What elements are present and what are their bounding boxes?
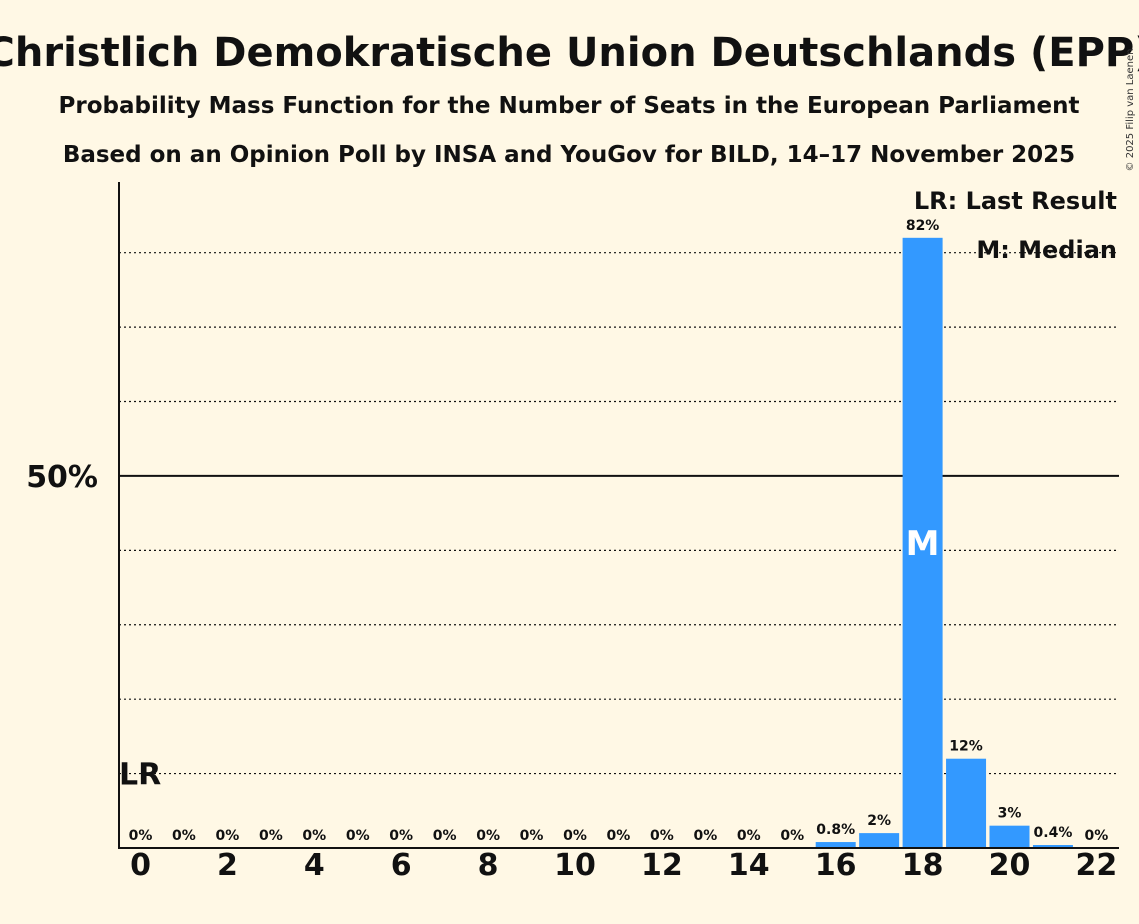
copyright-note: © 2025 Filip van Laenen xyxy=(1125,49,1136,172)
bar-seat-18 xyxy=(902,237,943,848)
bar-label-seat-0: 0% xyxy=(129,828,153,844)
bar-label-seat-11: 0% xyxy=(607,828,631,844)
y-tick-50: 50% xyxy=(26,460,98,495)
bar-label-seat-12: 0% xyxy=(650,828,674,844)
x-tick-22: 22 xyxy=(1076,848,1118,883)
bar-label-seat-1: 0% xyxy=(172,828,196,844)
bar-label-seat-6: 0% xyxy=(389,828,413,844)
bar-label-seat-2: 0% xyxy=(216,828,240,844)
x-tick-2: 2 xyxy=(217,848,238,883)
gridlines xyxy=(119,252,1119,775)
x-tick-20: 20 xyxy=(989,848,1031,883)
x-tick-18: 18 xyxy=(902,848,944,883)
bar-seat-17 xyxy=(859,833,900,848)
bars xyxy=(815,237,1073,848)
x-tick-12: 12 xyxy=(641,848,683,883)
bar-label-seat-16: 0.8% xyxy=(816,822,855,838)
bar-label-seat-13: 0% xyxy=(693,828,717,844)
bar-seat-16 xyxy=(815,842,856,848)
chart-subtitle: Probability Mass Function for the Number… xyxy=(59,93,1080,119)
x-tick-14: 14 xyxy=(728,848,770,883)
bar-label-seat-19: 12% xyxy=(949,739,983,755)
bar-label-seat-10: 0% xyxy=(563,828,587,844)
bar-label-seat-8: 0% xyxy=(476,828,500,844)
bar-label-seat-4: 0% xyxy=(302,828,326,844)
bar-label-seat-22: 0% xyxy=(1085,828,1109,844)
tick-labels: 0 2 4 6 8 10 12 14 16 18 20 22 50% xyxy=(26,460,1117,883)
x-tick-8: 8 xyxy=(478,848,499,883)
bar-label-seat-21: 0.4% xyxy=(1034,825,1073,841)
bar-label-seat-15: 0% xyxy=(780,828,804,844)
bar-seat-21 xyxy=(1032,845,1073,848)
chart-title: Christlich Demokratische Union Deutschla… xyxy=(0,30,1139,76)
bar-label-seat-7: 0% xyxy=(433,828,457,844)
bar-seat-20 xyxy=(989,825,1030,848)
bar-label-seat-18: 82% xyxy=(906,218,940,234)
x-tick-6: 6 xyxy=(391,848,412,883)
chart-subtitle-poll: Based on an Opinion Poll by INSA and You… xyxy=(63,142,1075,168)
bar-label-seat-9: 0% xyxy=(520,828,544,844)
legend: LR: Last Result M: Median xyxy=(914,187,1117,264)
bar-label-seat-5: 0% xyxy=(346,828,370,844)
last-result-marker: LR xyxy=(119,758,161,793)
bar-label-seat-20: 3% xyxy=(998,806,1022,822)
x-tick-16: 16 xyxy=(815,848,857,883)
x-tick-0: 0 xyxy=(130,848,151,883)
legend-median: M: Median xyxy=(976,236,1117,264)
bar-labels: 0% 0% 0% 0% 0% 0% 0% 0% 0% 0% 0% 0% 0% 0% 0% 0% 0.8% 2% 82… xyxy=(119,218,1108,844)
bar-label-seat-3: 0% xyxy=(259,828,283,844)
legend-last-result: LR: Last Result xyxy=(914,187,1117,215)
x-tick-10: 10 xyxy=(554,848,596,883)
bar-seat-19 xyxy=(946,758,987,848)
bar-label-seat-14: 0% xyxy=(737,828,761,844)
median-marker: M xyxy=(906,524,940,564)
x-tick-4: 4 xyxy=(304,848,325,883)
axes xyxy=(118,182,1119,849)
bar-label-seat-17: 2% xyxy=(867,813,891,829)
